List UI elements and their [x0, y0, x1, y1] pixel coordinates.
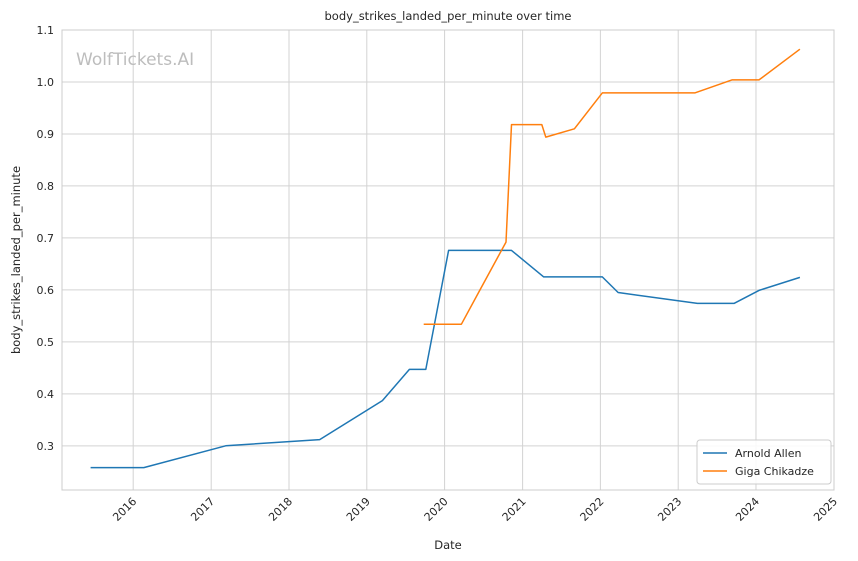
plot-frame: [61, 29, 835, 491]
x-tick-label: 2024: [733, 495, 762, 524]
series-lines: [90, 48, 801, 469]
x-tick-label: 2021: [500, 495, 529, 524]
y-tick-label: 1.1: [37, 24, 55, 37]
watermark: WolfTickets.AI: [76, 50, 194, 70]
legend-box: [696, 439, 832, 485]
x-axis-label: Date: [434, 538, 462, 552]
chart-title: body_strikes_landed_per_minute over time: [325, 9, 572, 23]
y-tick-label: 0.9: [37, 128, 55, 141]
y-tick-label: 0.5: [37, 336, 55, 349]
y-tick-label: 1.0: [37, 76, 55, 89]
y-tick-label: 0.6: [37, 284, 55, 297]
legend: Arnold Allen Giga Chikadze: [696, 439, 832, 485]
y-axis-label: body_strikes_landed_per_minute: [9, 166, 23, 354]
y-axis-ticks: 0.3 0.4 0.5 0.6 0.7 0.8 0.9 1.0 1.1: [37, 24, 55, 453]
x-tick-label: 2016: [110, 495, 139, 524]
y-tick-label: 0.3: [37, 440, 55, 453]
y-tick-label: 0.7: [37, 232, 55, 245]
x-tick-label: 2017: [188, 495, 217, 524]
x-axis-ticks: 2016 2017 2018 2019 2020 2021 2022 2023 2024 2025: [110, 495, 840, 524]
legend-label: Arnold Allen: [735, 447, 801, 460]
x-tick-label: 2020: [422, 495, 451, 524]
x-tick-label: 2019: [344, 495, 373, 524]
series-line-giga-chikadze: [423, 48, 801, 325]
y-tick-label: 0.4: [37, 388, 55, 401]
legend-label: Giga Chikadze: [735, 465, 814, 478]
x-tick-label: 2025: [811, 495, 840, 524]
y-tick-label: 0.8: [37, 180, 55, 193]
x-tick-label: 2022: [578, 495, 607, 524]
grid: [62, 29, 835, 490]
x-tick-label: 2023: [655, 495, 684, 524]
x-tick-label: 2018: [266, 495, 295, 524]
series-line-arnold-allen: [90, 249, 801, 469]
